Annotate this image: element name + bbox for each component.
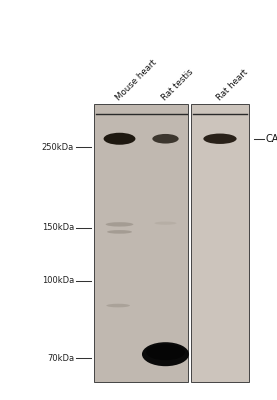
Text: CACNA1H: CACNA1H [265, 134, 277, 144]
Text: 70kDa: 70kDa [47, 354, 74, 363]
Ellipse shape [142, 342, 189, 366]
Ellipse shape [106, 222, 133, 226]
Ellipse shape [104, 133, 135, 145]
Bar [191, 104, 248, 382]
Text: Rat heart: Rat heart [215, 67, 250, 102]
Ellipse shape [106, 304, 130, 307]
Bar [94, 104, 188, 382]
Ellipse shape [154, 222, 176, 225]
Ellipse shape [107, 230, 132, 234]
Ellipse shape [146, 344, 185, 360]
Ellipse shape [203, 134, 237, 144]
Text: Rat testis: Rat testis [161, 67, 196, 102]
Text: 150kDa: 150kDa [42, 223, 74, 232]
Text: Mouse heart: Mouse heart [115, 58, 159, 102]
Text: 100kDa: 100kDa [42, 276, 74, 285]
Ellipse shape [152, 134, 179, 144]
Text: 250kDa: 250kDa [42, 142, 74, 152]
